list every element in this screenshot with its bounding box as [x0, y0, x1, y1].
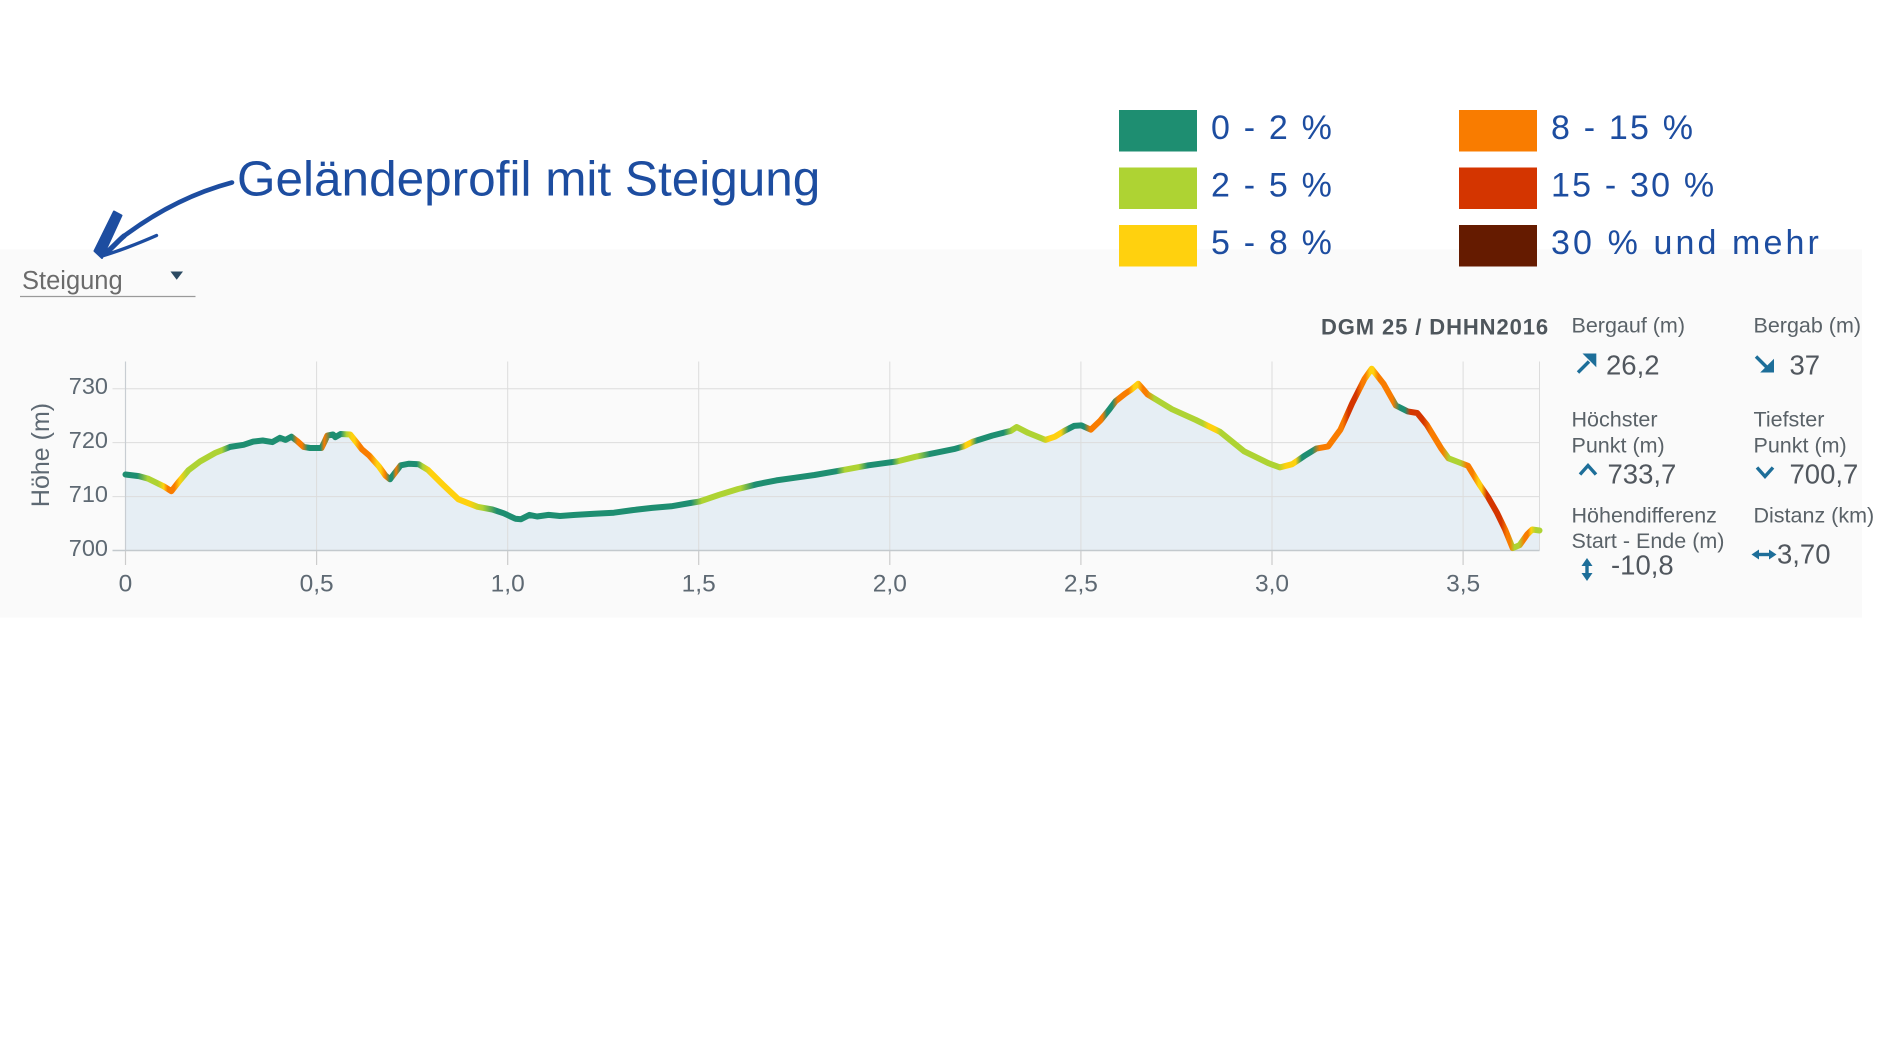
svg-text:730: 730 — [69, 373, 108, 399]
svg-text:3,5: 3,5 — [1446, 571, 1480, 598]
svg-text:Steigung: Steigung — [22, 267, 123, 295]
svg-text:0 - 2 %: 0 - 2 % — [1211, 109, 1334, 147]
svg-text:720: 720 — [69, 427, 108, 453]
svg-text:1,5: 1,5 — [682, 571, 716, 598]
svg-text:3,0: 3,0 — [1255, 571, 1289, 598]
svg-text:Start - Ende (m): Start - Ende (m) — [1572, 529, 1725, 553]
svg-text:Höhendifferenz: Höhendifferenz — [1572, 504, 1717, 528]
svg-text:Höchster: Höchster — [1572, 408, 1658, 432]
svg-text:Höhe (m): Höhe (m) — [27, 403, 55, 507]
svg-text:37: 37 — [1790, 350, 1821, 381]
svg-text:2 - 5 %: 2 - 5 % — [1211, 167, 1334, 205]
svg-text:Bergab (m): Bergab (m) — [1754, 314, 1862, 338]
svg-text:0: 0 — [119, 571, 133, 598]
svg-text:Geländeprofil mit Steigung: Geländeprofil mit Steigung — [237, 152, 820, 207]
svg-text:Tiefster: Tiefster — [1754, 408, 1825, 432]
svg-text:5 - 8 %: 5 - 8 % — [1211, 224, 1334, 262]
svg-text:1,0: 1,0 — [491, 571, 525, 598]
svg-text:15 - 30 %: 15 - 30 % — [1551, 167, 1716, 205]
svg-text:700: 700 — [69, 535, 108, 561]
svg-text:2,0: 2,0 — [873, 571, 907, 598]
svg-text:733,7: 733,7 — [1608, 459, 1677, 490]
svg-text:2,5: 2,5 — [1064, 571, 1098, 598]
svg-text:3,70: 3,70 — [1777, 539, 1831, 570]
svg-text:700,7: 700,7 — [1790, 459, 1859, 490]
svg-text:Distanz (km): Distanz (km) — [1754, 504, 1875, 528]
svg-text:8 - 15 %: 8 - 15 % — [1551, 109, 1695, 147]
svg-text:Punkt (m): Punkt (m) — [1572, 433, 1665, 457]
svg-text:26,2: 26,2 — [1606, 350, 1660, 381]
svg-text:0,5: 0,5 — [300, 571, 334, 598]
svg-text:30 % und mehr: 30 % und mehr — [1551, 224, 1822, 262]
svg-text:DGM 25 / DHHN2016: DGM 25 / DHHN2016 — [1321, 315, 1549, 340]
svg-text:Punkt (m): Punkt (m) — [1754, 433, 1847, 457]
svg-text:-10,8: -10,8 — [1611, 550, 1674, 581]
svg-text:710: 710 — [69, 481, 108, 507]
svg-text:Bergauf (m): Bergauf (m) — [1572, 314, 1686, 338]
